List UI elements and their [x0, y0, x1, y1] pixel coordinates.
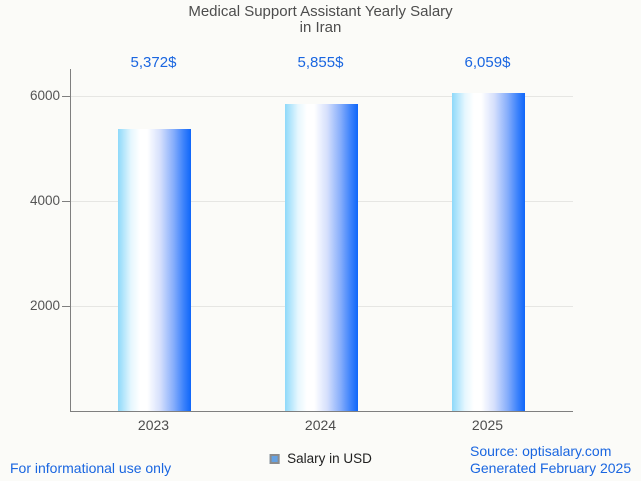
y-axis-label-6000: 6000 — [29, 88, 60, 103]
source-text: Source: optisalary.com — [470, 443, 612, 459]
chart-title-line1: Medical Support Assistant Yearly Salary — [188, 3, 453, 20]
x-axis-label-2025: 2025 — [471, 417, 504, 433]
bar-value-label-2025: 6,059$ — [464, 54, 511, 71]
plot-area — [62, 69, 573, 412]
y-tick-2000 — [62, 306, 71, 307]
legend-marker-icon — [269, 453, 280, 464]
disclaimer-text: For informational use only — [10, 460, 172, 476]
y-tick-4000 — [62, 201, 71, 202]
x-axis-label-2024: 2024 — [304, 417, 337, 433]
legend: Salary in USD — [269, 451, 372, 466]
bar-2025[interactable] — [452, 92, 525, 411]
bar-2024[interactable] — [285, 103, 358, 411]
chart-title-line2: in Iran — [299, 19, 342, 36]
y-tick-6000 — [62, 96, 71, 97]
source-block: Source: optisalary.com Generated Februar… — [470, 443, 631, 476]
bar-2023[interactable] — [118, 129, 191, 411]
chart-title: Medical Support Assistant Yearly Salary … — [0, 4, 641, 36]
gridline-6000 — [71, 96, 573, 97]
x-axis-label-2023: 2023 — [137, 417, 170, 433]
y-axis-label-2000: 2000 — [29, 298, 60, 313]
bar-value-label-2024: 5,855$ — [297, 54, 344, 71]
y-axis-label-4000: 4000 — [29, 193, 60, 208]
bar-value-label-2023: 5,372$ — [130, 54, 177, 71]
legend-label: Salary in USD — [287, 451, 372, 466]
generated-text: Generated February 2025 — [470, 459, 632, 476]
